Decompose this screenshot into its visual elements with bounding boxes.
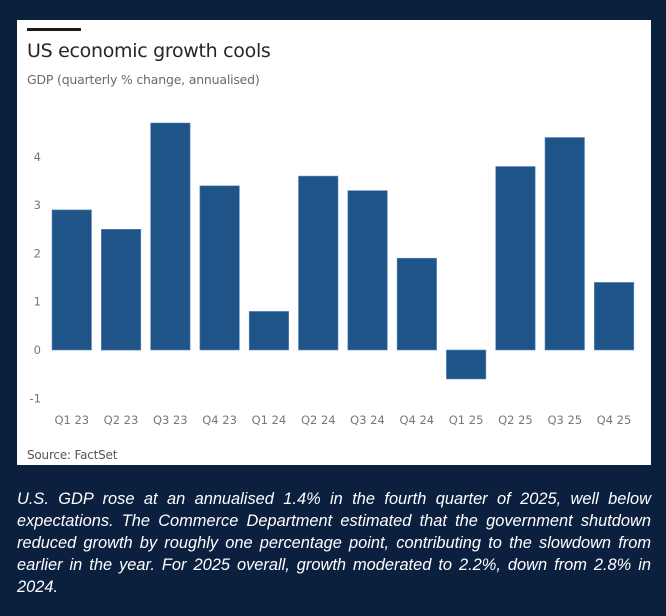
bar-q2-23: [101, 229, 142, 351]
chart-subtitle: GDP (quarterly % change, annualised): [27, 72, 260, 87]
bar-q2-24: [298, 175, 339, 351]
y-axis: -1 0 1 2 3 4: [30, 150, 41, 405]
bar-q2-25: [495, 166, 536, 351]
x-tick-label: Q4 25: [597, 413, 632, 427]
chart-source: Source: FactSet: [27, 448, 118, 462]
bar-q3-25: [544, 137, 585, 351]
bar-q3-24: [347, 190, 388, 351]
bar-q4-25: [593, 282, 635, 351]
bar-q4-23: [199, 185, 240, 351]
bar-q1-23: [51, 209, 92, 351]
y-tick-label: 2: [34, 246, 41, 260]
y-tick-label: -1: [30, 391, 41, 405]
x-tick-label: Q4 24: [399, 413, 434, 427]
x-tick-label: Q2 23: [104, 413, 139, 427]
y-tick-label: 4: [34, 150, 41, 164]
x-tick-label: Q1 24: [252, 413, 287, 427]
bar-chart: -1 0 1 2 3 4 Q1 23 Q2 23 Q3 23 Q4 23 Q1 24 Q2 24 Q3…: [30, 122, 635, 427]
bars: [51, 122, 635, 380]
y-tick-label: 1: [34, 295, 41, 309]
x-tick-label: Q3 25: [547, 413, 582, 427]
title-accent-bar: [27, 28, 81, 31]
x-tick-label: Q2 25: [498, 413, 533, 427]
bar-q3-23: [150, 122, 191, 351]
bar-q1-25: [446, 349, 487, 380]
chart-panel: US economic growth cools GDP (quarterly …: [17, 20, 651, 465]
caption-text: U.S. GDP rose at an annualised 1.4% in t…: [17, 490, 651, 596]
y-tick-label: 0: [34, 343, 41, 357]
chart-title: US economic growth cools: [27, 40, 271, 62]
x-tick-label: Q3 23: [153, 413, 188, 427]
x-tick-label: Q1 23: [54, 413, 89, 427]
x-tick-label: Q3 24: [350, 413, 385, 427]
y-tick-label: 3: [34, 198, 41, 212]
x-tick-label: Q4 23: [202, 413, 237, 427]
x-tick-label: Q2 24: [301, 413, 336, 427]
bar-q4-24: [396, 257, 437, 351]
x-axis: Q1 23 Q2 23 Q3 23 Q4 23 Q1 24 Q2 24 Q3 24 Q4 24…: [54, 413, 631, 427]
bar-q1-24: [248, 311, 289, 351]
x-tick-label: Q1 25: [449, 413, 484, 427]
